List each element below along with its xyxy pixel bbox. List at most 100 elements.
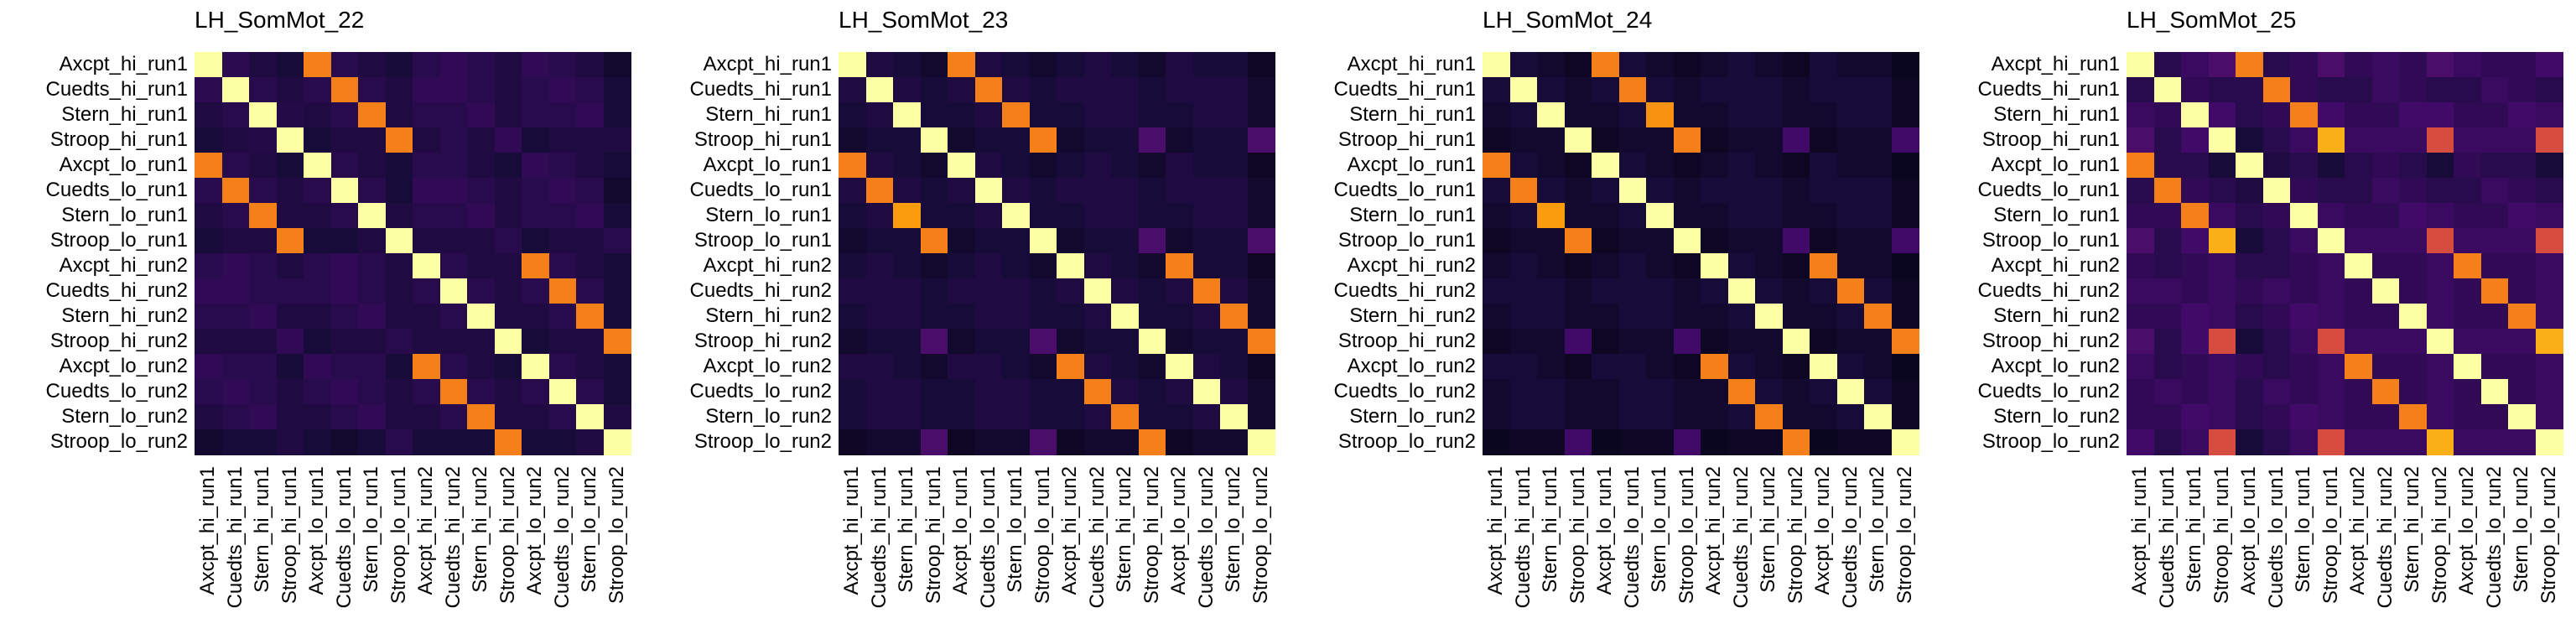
- heatmap-cell: [2290, 278, 2319, 304]
- y-tick-label: Stern_lo_run2: [705, 405, 832, 428]
- heatmap-cell: [1138, 77, 1166, 103]
- heatmap-cell: [2345, 404, 2373, 430]
- heatmap-cell: [385, 429, 413, 455]
- heatmap-cell: [1727, 102, 1756, 128]
- y-tick-label: Stern_lo_run2: [61, 405, 188, 428]
- heatmap-cell: [2399, 429, 2428, 455]
- heatmap-cell: [304, 127, 332, 153]
- heatmap-cell: [1836, 127, 1865, 153]
- x-tick-label: Stern_hi_run1: [895, 466, 918, 593]
- heatmap-cell: [1029, 102, 1057, 128]
- heatmap-cell: [1220, 404, 1249, 430]
- heatmap-cell: [2454, 379, 2482, 405]
- heatmap-cell: [2426, 178, 2454, 204]
- y-tick-label: Axcpt_lo_run1: [703, 153, 832, 176]
- heatmap-cell: [865, 278, 894, 304]
- x-tick-label: Stern_lo_run2: [1866, 466, 1889, 593]
- heatmap-cell: [1673, 52, 1701, 78]
- heatmap-cell: [2399, 379, 2428, 405]
- heatmap-cell: [2290, 379, 2319, 405]
- heatmap-cell: [603, 102, 631, 128]
- heatmap-cell: [2317, 379, 2345, 405]
- heatmap-cell: [1836, 304, 1865, 330]
- heatmap-cell: [249, 354, 278, 380]
- heatmap-cell: [2127, 178, 2155, 204]
- heatmap-cell: [1810, 253, 1838, 279]
- heatmap-cell: [467, 253, 496, 279]
- heatmap-cell: [2181, 178, 2210, 204]
- heatmap-cell: [249, 379, 278, 405]
- heatmap-cell: [494, 77, 522, 103]
- heatmap-cell: [195, 429, 223, 455]
- heatmap-cell: [2508, 178, 2537, 204]
- heatmap-cell: [1701, 153, 1729, 179]
- y-tick-label: Stern_hi_run2: [1349, 304, 1476, 327]
- heatmap-cell: [1564, 253, 1592, 279]
- heatmap-cell: [1057, 52, 1085, 78]
- heatmap-cell: [467, 228, 496, 254]
- heatmap-cell: [522, 228, 550, 254]
- heatmap-cell: [358, 278, 387, 304]
- heatmap-cell: [1537, 127, 1566, 153]
- heatmap-cell: [1247, 127, 1275, 153]
- heatmap-cell: [1836, 329, 1865, 355]
- heatmap-cell: [1592, 228, 1620, 254]
- heatmap-cell: [2371, 304, 2400, 330]
- heatmap-cell: [948, 153, 976, 179]
- heatmap-cell: [839, 203, 867, 229]
- heatmap-cell: [1618, 379, 1647, 405]
- heatmap-cell: [2454, 304, 2482, 330]
- heatmap-cell: [358, 153, 387, 179]
- heatmap-cell: [467, 77, 496, 103]
- heatmap-cell: [1166, 304, 1194, 330]
- heatmap-cell: [2480, 228, 2509, 254]
- heatmap-cell: [548, 404, 577, 430]
- heatmap-cell: [1592, 304, 1620, 330]
- heatmap-cell: [1002, 178, 1031, 204]
- heatmap-cell: [893, 228, 922, 254]
- heatmap-cell: [1564, 228, 1592, 254]
- heatmap-cell: [2399, 102, 2428, 128]
- heatmap-cell: [1247, 429, 1275, 455]
- heatmap-cell: [2426, 354, 2454, 380]
- heatmap-cell: [2262, 429, 2291, 455]
- heatmap-cell: [358, 429, 387, 455]
- heatmap-cell: [304, 304, 332, 330]
- heatmap-cell: [2508, 52, 2537, 78]
- heatmap-cell: [2127, 379, 2155, 405]
- heatmap-cell: [385, 153, 413, 179]
- heatmap-cell: [276, 253, 304, 279]
- heatmap-cell: [358, 329, 387, 355]
- heatmap-cell: [893, 304, 922, 330]
- heatmap-cell: [494, 329, 522, 355]
- heatmap-cell: [1509, 102, 1538, 128]
- heatmap-cell: [1220, 379, 1249, 405]
- x-tick-label: Cuedts_hi_run2: [1729, 466, 1753, 609]
- heatmap-cell: [1002, 354, 1031, 380]
- heatmap-cell: [2480, 77, 2509, 103]
- y-tick-label: Cuedts_hi_run2: [1333, 279, 1476, 302]
- heatmap-cell: [1509, 52, 1538, 78]
- heatmap-cell: [358, 127, 387, 153]
- heatmap-cell: [1564, 379, 1592, 405]
- heatmap-cell: [1836, 52, 1865, 78]
- heatmap-cell: [1592, 153, 1620, 179]
- heatmap-cell: [2236, 102, 2264, 128]
- heatmap-cell: [1810, 329, 1838, 355]
- heatmap-cell: [494, 354, 522, 380]
- heatmap-cell: [195, 178, 223, 204]
- heatmap-cell: [494, 102, 522, 128]
- heatmap-cell: [1483, 178, 1511, 204]
- heatmap-cell: [1646, 77, 1675, 103]
- heatmap-cell: [494, 52, 522, 78]
- heatmap-cell: [2153, 329, 2182, 355]
- heatmap-cell: [249, 77, 278, 103]
- heatmap-cell: [2371, 203, 2400, 229]
- heatmap-cell: [1592, 127, 1620, 153]
- heatmap-cell: [2262, 379, 2291, 405]
- heatmap-cell: [1701, 77, 1729, 103]
- heatmap-cell: [1483, 127, 1511, 153]
- heatmap-cell: [522, 379, 550, 405]
- heatmap-cell: [1727, 304, 1756, 330]
- heatmap-cell: [2236, 354, 2264, 380]
